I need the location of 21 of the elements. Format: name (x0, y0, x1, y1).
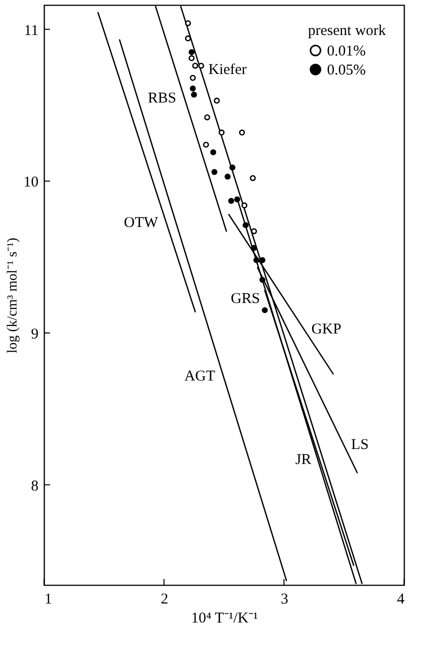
annotation: Kiefer (208, 62, 247, 78)
y-tick-label: 10 (24, 174, 38, 191)
annotation: JR (295, 452, 312, 468)
y-tick-label: 9 (31, 326, 38, 342)
x-axis-title: 10⁴ T⁻¹/K⁻¹ (191, 610, 258, 626)
y-tick-label: 11 (24, 22, 38, 39)
y-tick-label: 8 (31, 478, 38, 494)
annotation: LS (351, 436, 369, 453)
x-tick-label: 1 (44, 592, 52, 608)
legend-label: 0.01% (327, 44, 366, 60)
legend-title: present work (308, 23, 386, 39)
x-tick-label: 4 (397, 592, 405, 608)
x-tick-label: 3 (280, 592, 288, 608)
x-tick-label: 2 (160, 592, 168, 608)
legend-label: 0.05% (327, 62, 366, 78)
annotation: GKP (311, 321, 342, 338)
annotation: AGT (184, 368, 216, 384)
y-axis-title: log (k/cm³ mol⁻¹ s⁻¹) (6, 237, 20, 354)
annotation: OTW (124, 215, 159, 232)
annotation: GRS (230, 291, 260, 308)
annotation: RBS (148, 90, 176, 107)
